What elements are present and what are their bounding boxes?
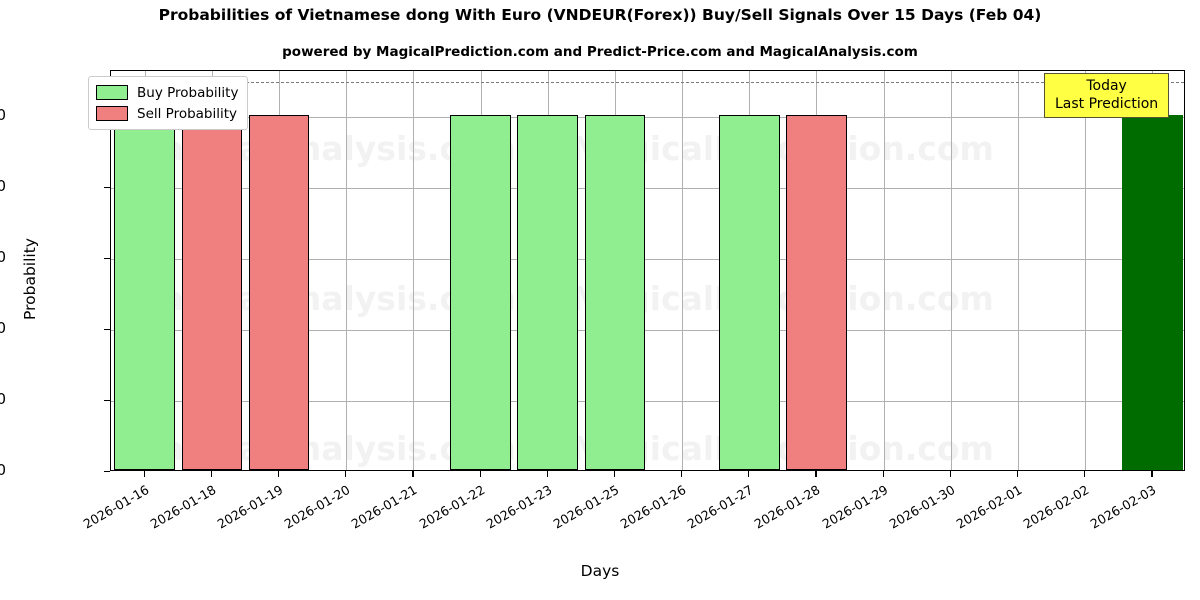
gridline-horizontal: [111, 259, 1184, 261]
legend-item-sell: Sell Probability: [96, 103, 238, 124]
chart-legend: Buy Probability Sell Probability: [88, 76, 249, 130]
x-axis-tick-mark: [748, 471, 750, 477]
x-axis-tick-mark: [949, 471, 952, 477]
y-axis-tick-mark: [104, 258, 110, 260]
gridline-vertical: [951, 71, 952, 470]
x-axis-tick-mark: [277, 471, 280, 477]
legend-label-sell: Sell Probability: [137, 105, 238, 122]
gridline-vertical: [346, 71, 347, 470]
gridline-vertical: [1085, 71, 1086, 470]
y-axis-tick-label: 100: [0, 106, 6, 125]
chart-subtitle: powered by MagicalPrediction.com and Pre…: [282, 44, 918, 60]
today-annotation: Today Last Prediction: [1044, 73, 1170, 118]
x-axis-tick-mark: [1084, 471, 1086, 477]
x-axis-tick-mark: [143, 471, 145, 477]
gridline-vertical: [884, 71, 885, 470]
y-axis-tick-mark: [104, 329, 110, 331]
gridline-vertical: [1018, 71, 1019, 470]
y-axis-tick-label: 80: [0, 177, 6, 196]
plot-area: MagicalAnalysis.com MagicalPrediction.com…: [110, 70, 1185, 471]
legend-swatch-buy-icon: [96, 85, 128, 100]
x-axis-tick-mark: [345, 471, 347, 477]
x-axis-tick-mark: [882, 471, 884, 477]
x-axis-tick-mark: [210, 471, 212, 477]
legend-swatch-sell-icon: [96, 106, 128, 121]
legend-label-buy: Buy Probability: [137, 84, 239, 101]
bar-sell: [181, 115, 243, 470]
gridline-horizontal: [111, 117, 1184, 119]
y-axis-tick-mark: [104, 187, 110, 189]
bar-buy: [719, 115, 780, 470]
today-annotation-line2: Last Prediction: [1055, 96, 1159, 112]
x-axis-tick-mark: [1017, 471, 1019, 477]
bar-sell: [786, 115, 847, 470]
gridline-horizontal: [111, 330, 1184, 332]
y-axis-tick-label: 40: [0, 319, 6, 338]
today-annotation-line1: Today: [1086, 78, 1127, 94]
chart-title: Probabilities of Vietnamese dong With Eu…: [158, 6, 1042, 24]
x-axis-tick-mark: [681, 471, 683, 477]
bar-sell: [248, 115, 310, 470]
x-axis-tick-mark: [613, 471, 616, 477]
bar-buy: [450, 115, 511, 470]
gridline-horizontal: [111, 401, 1184, 403]
y-axis-tick-label: 0: [0, 461, 6, 479]
y-axis-tick-mark: [104, 471, 110, 473]
x-axis-label: Days: [580, 562, 620, 580]
bar-today: [1122, 115, 1183, 470]
gridline-vertical: [682, 71, 683, 470]
x-axis-tick-mark: [546, 471, 548, 477]
bar-buy: [114, 115, 175, 470]
bar-buy: [517, 115, 578, 470]
x-axis-tick-mark: [1151, 471, 1153, 477]
x-axis-tick-mark: [412, 471, 414, 477]
y-axis-tick-mark: [104, 400, 110, 402]
x-axis-tick-mark: [479, 471, 481, 477]
x-axis-tick-mark: [815, 471, 817, 477]
gridline-horizontal: [111, 188, 1184, 190]
bar-buy: [584, 115, 646, 470]
reference-line: [111, 81, 1184, 83]
y-axis-label: Probability: [21, 238, 39, 320]
y-axis-tick-label: 20: [0, 390, 6, 409]
gridline-vertical: [413, 71, 414, 470]
legend-item-buy: Buy Probability: [96, 82, 238, 103]
y-axis-tick-label: 60: [0, 248, 6, 267]
